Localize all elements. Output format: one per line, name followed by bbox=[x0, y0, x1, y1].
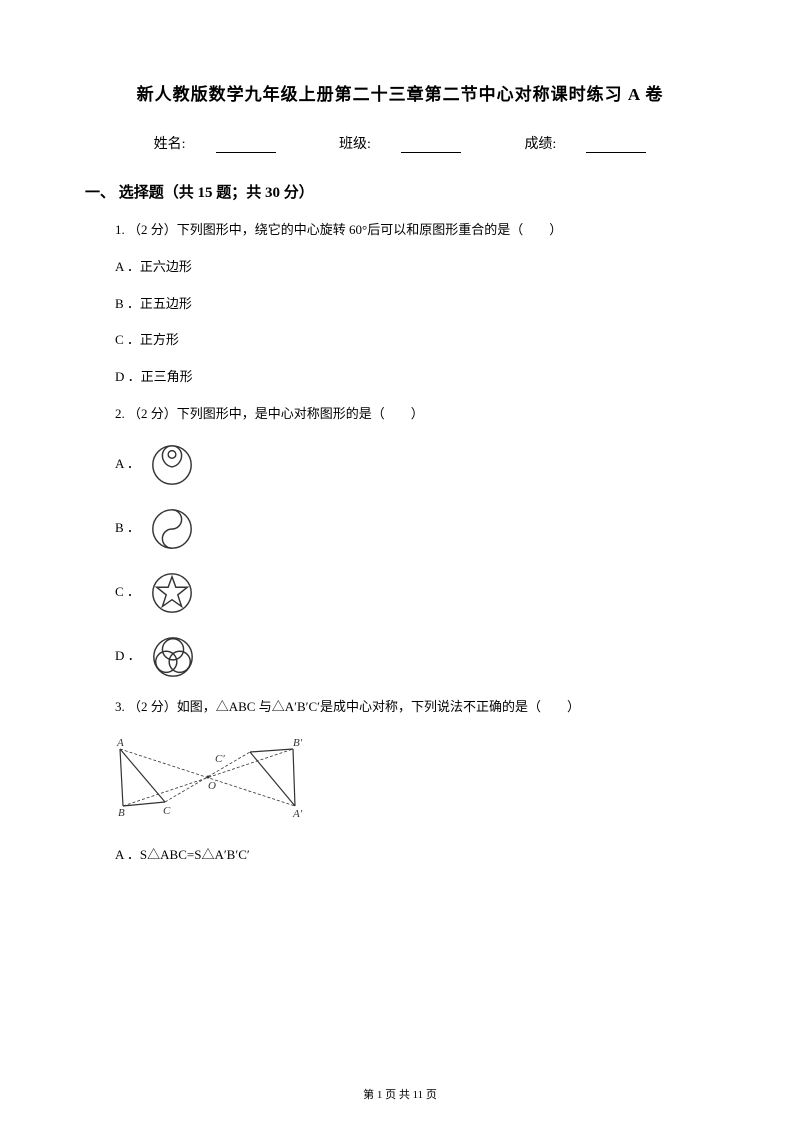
svg-text:C′: C′ bbox=[215, 753, 225, 765]
yinyang-icon bbox=[148, 505, 196, 553]
trefoil-icon bbox=[149, 633, 197, 681]
name-blank bbox=[216, 152, 276, 153]
page-footer: 第 1 页 共 11 页 bbox=[0, 1086, 800, 1102]
section-heading: 一、 选择题（共 15 题；共 30 分） bbox=[85, 181, 715, 202]
svg-text:O: O bbox=[208, 780, 216, 792]
q2-b-label: B ． bbox=[115, 518, 140, 539]
score-blank bbox=[586, 152, 646, 153]
circle-shape-a-icon bbox=[148, 441, 196, 489]
q2-d-label: D ． bbox=[115, 646, 141, 667]
score-label: 成绩: bbox=[509, 137, 661, 152]
q2-option-c: C ． bbox=[115, 569, 715, 617]
q3-option-a: A ．S△ABC=S△A′B′C′ bbox=[115, 845, 715, 866]
q2-option-d: D ． bbox=[115, 633, 715, 681]
q2-option-a: A ． bbox=[115, 441, 715, 489]
document-title: 新人教版数学九年级上册第二十三章第二节中心对称课时练习 A 卷 bbox=[85, 80, 715, 105]
class-label: 班级: bbox=[324, 137, 476, 152]
q1-option-a: A ．正六边形 bbox=[115, 257, 715, 278]
star-circle-icon bbox=[148, 569, 196, 617]
svg-text:B′: B′ bbox=[293, 737, 303, 749]
triangle-symmetry-diagram: A B C O C′ B′ A′ bbox=[115, 734, 715, 829]
q1-option-b: B ．正五边形 bbox=[115, 294, 715, 315]
student-info-row: 姓名: 班级: 成绩: bbox=[85, 133, 715, 153]
svg-text:A: A bbox=[116, 737, 124, 749]
q1-option-c: C ．正方形 bbox=[115, 330, 715, 351]
class-blank bbox=[401, 152, 461, 153]
q2-c-label: C ． bbox=[115, 582, 140, 603]
q2-a-label: A ． bbox=[115, 454, 140, 475]
question-3: 3. （2 分）如图，△ABC 与△A′B′C′是成中心对称，下列说法不正确的是… bbox=[115, 697, 715, 718]
question-1: 1. （2 分）下列图形中，绕它的中心旋转 60°后可以和原图形重合的是（ ） bbox=[115, 220, 715, 241]
svg-text:B: B bbox=[118, 807, 125, 819]
svg-text:A′: A′ bbox=[292, 808, 303, 820]
q2-option-b: B ． bbox=[115, 505, 715, 553]
question-2: 2. （2 分）下列图形中，是中心对称图形的是（ ） bbox=[115, 404, 715, 425]
name-label: 姓名: bbox=[139, 137, 291, 152]
svg-text:C: C bbox=[163, 805, 171, 817]
q1-option-d: D ．正三角形 bbox=[115, 367, 715, 388]
